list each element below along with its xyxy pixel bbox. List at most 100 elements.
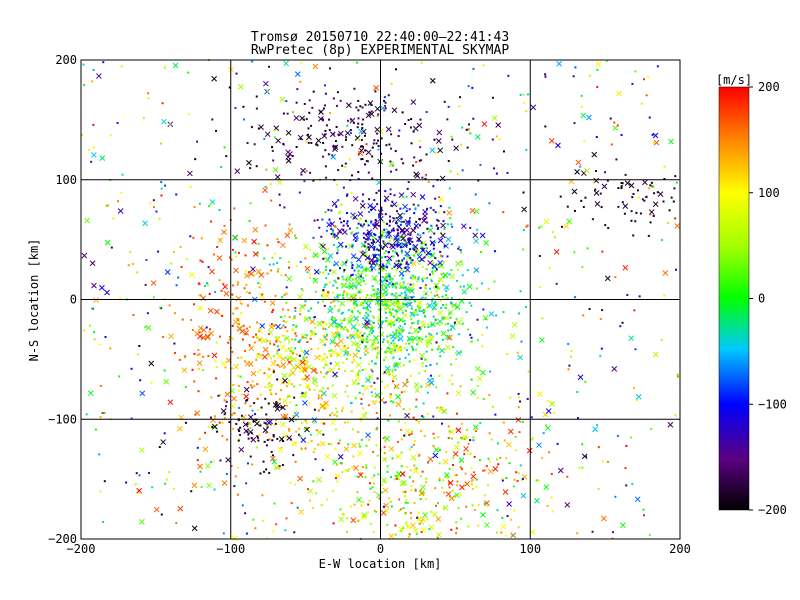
data-point-dot: [357, 336, 360, 339]
data-point-dot: [234, 107, 237, 110]
data-point-dot: [332, 145, 335, 148]
data-point-cross: [275, 137, 282, 144]
data-point-dot: [242, 324, 245, 327]
data-point-cross: [188, 271, 195, 278]
data-point-cross: [246, 159, 252, 166]
data-point-dot: [231, 324, 234, 327]
data-point-dot: [258, 286, 261, 289]
data-point-cross: [667, 421, 674, 428]
data-point-dot: [636, 189, 639, 192]
data-point-dot: [215, 129, 218, 132]
data-point-dot: [270, 323, 273, 326]
data-point-dot: [306, 422, 309, 425]
data-point-dot: [427, 326, 430, 329]
data-point-cross: [382, 487, 389, 494]
data-point-dot: [287, 261, 290, 264]
data-point-dot: [418, 139, 421, 142]
data-point-dot: [118, 375, 121, 378]
data-point-dot: [336, 480, 339, 483]
data-point-dot: [119, 296, 122, 299]
data-point-dot: [436, 218, 439, 221]
data-point-dot: [99, 490, 102, 493]
data-point-dot: [638, 196, 641, 199]
data-point-dot: [220, 289, 223, 292]
data-point-dot: [351, 370, 354, 373]
data-point-dot: [327, 291, 330, 294]
data-point-dot: [245, 290, 248, 293]
data-point-dot: [408, 360, 411, 363]
data-point-cross: [276, 353, 283, 360]
data-point-cross: [586, 114, 592, 121]
data-point-cross: [81, 252, 88, 259]
data-point-dot: [287, 382, 290, 385]
data-point-dot: [370, 110, 373, 113]
data-point-dot: [421, 247, 424, 250]
data-point-dot: [472, 67, 475, 70]
data-point-dot: [249, 427, 252, 430]
data-point-dot: [497, 463, 500, 466]
data-point-dot: [351, 278, 354, 281]
data-point-dot: [426, 345, 429, 348]
data-point-dot: [415, 398, 418, 401]
data-point-dot: [417, 304, 420, 307]
data-point-dot: [271, 439, 274, 442]
data-point-cross: [303, 349, 310, 356]
data-point-cross: [338, 338, 344, 345]
data-point-dot: [394, 524, 397, 527]
data-point-dot: [367, 224, 370, 227]
data-point-cross: [452, 451, 459, 457]
data-point-cross: [197, 463, 203, 470]
data-point-cross: [401, 242, 408, 249]
data-point-dot: [294, 307, 297, 310]
data-point-dot: [328, 350, 331, 353]
data-point-dot: [304, 376, 307, 379]
data-point-dot: [406, 187, 409, 190]
data-point-dot: [453, 322, 456, 325]
data-point-dot: [187, 71, 190, 74]
data-point-dot: [238, 438, 241, 441]
data-point-dot: [227, 341, 230, 344]
data-point-dot: [551, 231, 554, 234]
data-point-dot: [459, 385, 462, 388]
data-point-dot: [546, 504, 549, 507]
data-point-dot: [155, 210, 158, 213]
data-point-dot: [419, 234, 422, 237]
data-point-dot: [358, 250, 361, 253]
data-point-dot: [369, 487, 372, 490]
data-point-dot: [312, 90, 315, 93]
data-point-dot: [573, 122, 576, 125]
data-point-dot: [102, 61, 105, 64]
data-point-dot: [399, 236, 402, 239]
data-point-dot: [420, 531, 423, 534]
data-point-dot: [377, 139, 380, 142]
data-point-dot: [202, 369, 205, 372]
data-point-dot: [398, 294, 401, 297]
data-point-dot: [93, 331, 96, 334]
data-point-dot: [469, 439, 472, 442]
data-point-dot: [210, 396, 213, 399]
data-point-dot: [328, 326, 331, 329]
data-point-dot: [405, 244, 408, 247]
data-point-dot: [387, 419, 390, 422]
data-point-cross: [410, 260, 417, 267]
data-point-dot: [136, 353, 139, 356]
data-point-dot: [372, 288, 375, 291]
data-point-dot: [324, 283, 327, 286]
data-point-dot: [393, 344, 396, 347]
data-point-dot: [425, 365, 428, 368]
data-point-dot: [374, 388, 377, 391]
plot-grid: [81, 60, 680, 539]
data-point-dot: [120, 65, 123, 68]
data-point-dot: [333, 279, 336, 282]
data-point-dot: [375, 400, 378, 403]
data-point-cross: [436, 531, 442, 538]
data-point-cross: [379, 105, 386, 111]
data-point-dot: [372, 316, 375, 319]
data-point-dot: [168, 123, 171, 126]
data-point-dot: [356, 491, 359, 494]
data-point-dot: [343, 345, 346, 348]
data-point-dot: [505, 534, 508, 537]
data-point-dot: [360, 290, 363, 293]
data-point-dot: [381, 263, 384, 266]
data-point-dot: [296, 264, 299, 267]
